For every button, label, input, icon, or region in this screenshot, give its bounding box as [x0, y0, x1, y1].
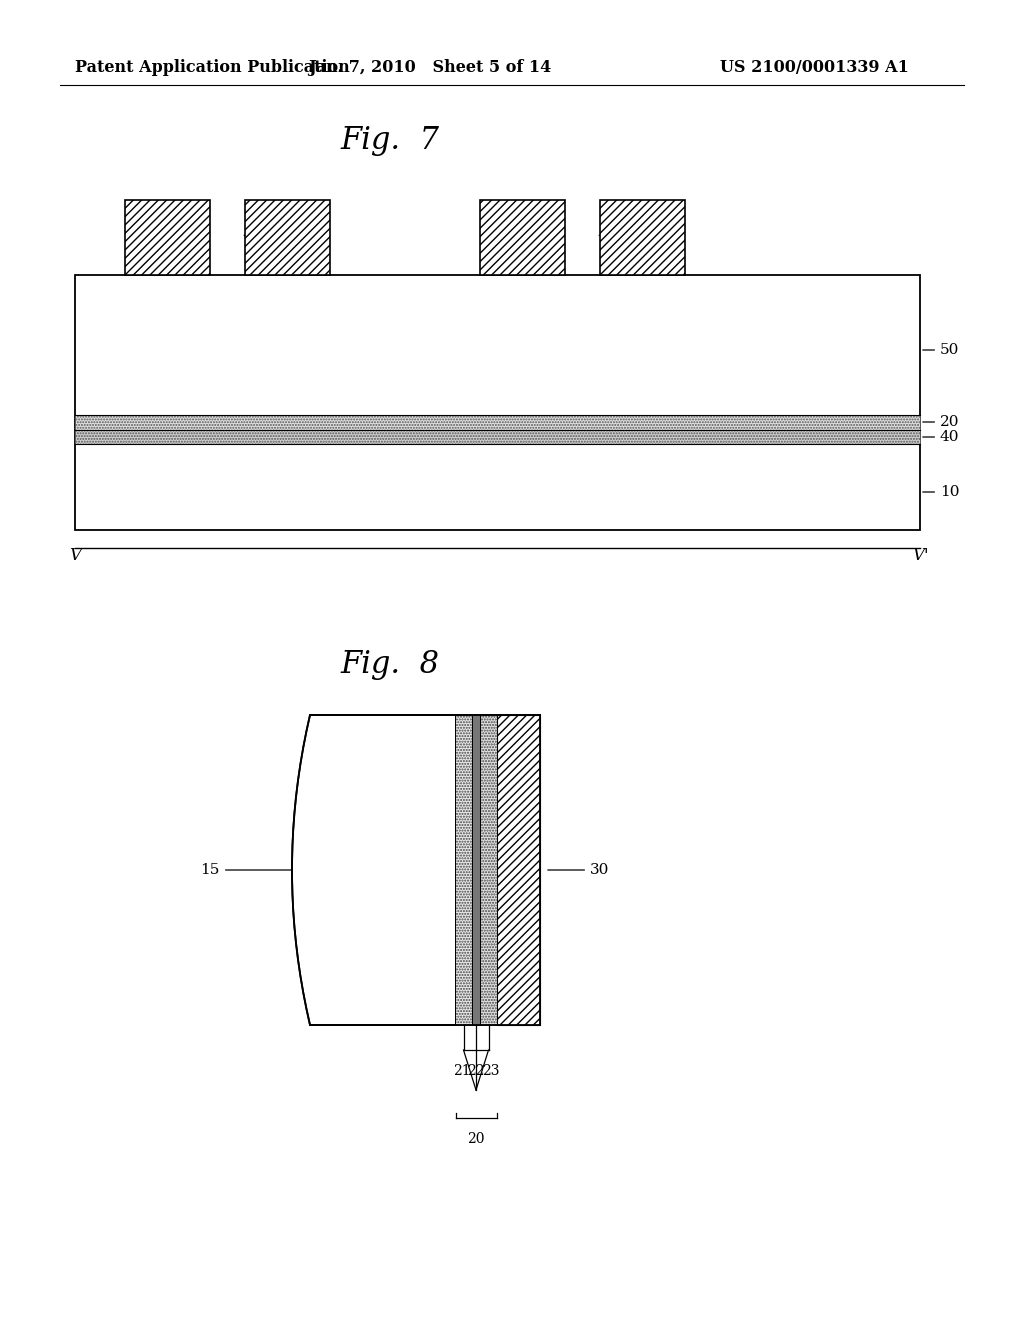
Bar: [455, 715, 472, 1026]
Text: 20: 20: [467, 1133, 484, 1146]
Text: 50: 50: [923, 343, 959, 356]
Bar: [75, 414, 920, 430]
Text: Patent Application Publication: Patent Application Publication: [75, 59, 350, 77]
Text: 70: 70: [249, 213, 268, 227]
Bar: [75, 275, 920, 531]
Bar: [480, 715, 497, 1026]
Polygon shape: [292, 715, 540, 1026]
Text: 40: 40: [923, 430, 959, 444]
Text: V: V: [69, 546, 81, 564]
Text: Fig.  7: Fig. 7: [341, 124, 439, 156]
Text: 23: 23: [481, 1064, 500, 1078]
Bar: [245, 201, 330, 275]
Text: Jan. 7, 2010   Sheet 5 of 14: Jan. 7, 2010 Sheet 5 of 14: [308, 59, 552, 77]
Text: US 2100/0001339 A1: US 2100/0001339 A1: [720, 59, 909, 77]
Text: 21: 21: [453, 1064, 470, 1078]
Bar: [75, 430, 920, 444]
Text: 10: 10: [923, 484, 959, 499]
Bar: [472, 715, 480, 1026]
Bar: [125, 201, 210, 275]
Text: 22: 22: [467, 1064, 484, 1078]
Text: 70: 70: [604, 213, 624, 227]
Text: 30: 30: [548, 863, 609, 876]
Text: 20: 20: [923, 414, 959, 429]
Bar: [480, 201, 565, 275]
Text: Fig.  8: Fig. 8: [341, 649, 439, 681]
Text: V': V': [911, 546, 929, 564]
Bar: [497, 715, 540, 1026]
Text: 15: 15: [201, 863, 292, 876]
Bar: [600, 201, 685, 275]
